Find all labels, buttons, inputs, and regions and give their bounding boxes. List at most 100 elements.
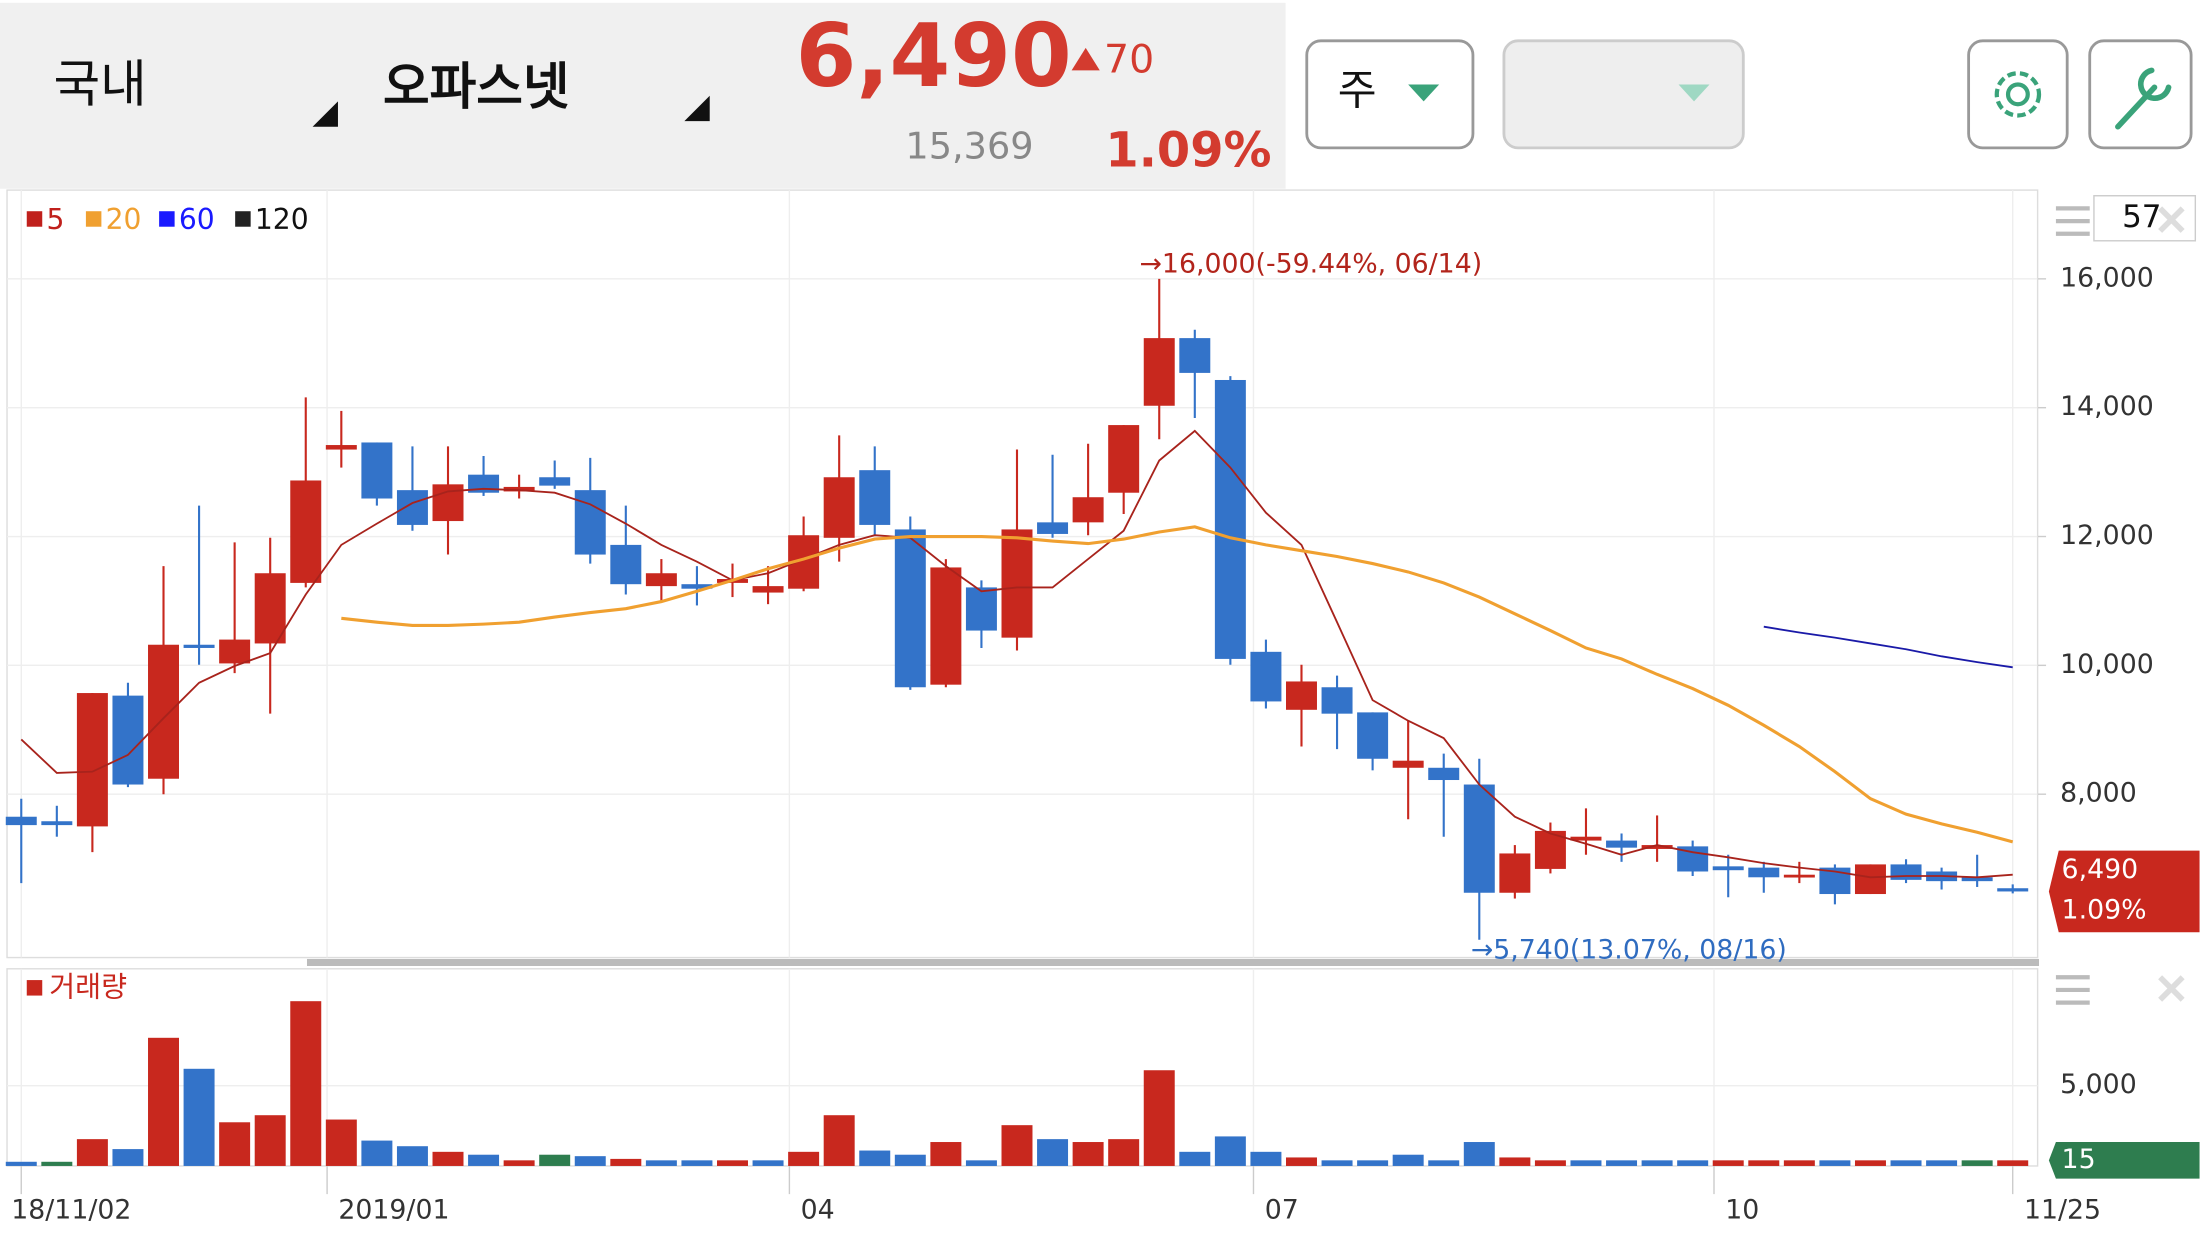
market[interactable]: 국내 [54,54,147,113]
volume-bar [1534,1160,1566,1166]
volume-bar [1570,1160,1602,1166]
volume-bar [1499,1157,1531,1166]
candle-body [5,816,37,826]
close-icon[interactable] [2158,206,2185,1002]
candle-body [965,587,997,631]
dropdown-caret[interactable] [1408,84,1440,102]
candle-body [148,644,180,779]
tools-button[interactable] [2088,39,2193,150]
volume-bar [396,1146,428,1166]
period[interactable]: 주 [1338,65,1377,114]
volume-pane [6,968,2039,1167]
period-dropdown[interactable] [1305,39,1475,150]
last-volume-label: 15 [2062,1144,2096,1175]
pane-splitter[interactable] [306,958,2040,966]
candle-body [1961,877,1993,882]
settings-button[interactable] [1967,39,2069,150]
volume-bar [894,1154,926,1166]
dropdown-caret[interactable] [1678,84,1710,102]
volume-bar [610,1158,642,1166]
volume-bar [1357,1160,1389,1166]
candle-body [574,490,606,555]
volume-bar [1748,1160,1780,1166]
candle-body [290,480,322,583]
legend-label: 5 [46,203,64,236]
volume-bar [1783,1160,1815,1166]
volume-bar [5,1161,37,1166]
candle-body [823,477,855,538]
volume-bar [1712,1160,1744,1166]
candle-body [610,544,642,585]
volume: 15,369 [905,124,1033,167]
legend-label: 60 [179,203,215,236]
volume-bar [1961,1160,1993,1166]
candle-body [1997,888,2029,892]
volume-bar [752,1160,784,1166]
legend-label: 120 [255,203,309,236]
dropdown-caret[interactable] [312,101,338,127]
dropdown[interactable] [1502,39,1745,150]
last-change-label: 1.09% [2062,895,2147,926]
volume-bar [76,1139,108,1166]
candle-body [76,693,108,827]
y-tick-label: 16,000 [2060,262,2154,293]
price: 6,490 [796,5,1072,107]
candle-body [859,470,891,525]
candle-body [1854,864,1886,895]
x-tick-label: 07 [1265,1195,1299,1226]
volume-bar [290,1001,322,1166]
volume-bar [681,1160,713,1166]
legend-swatch [26,980,43,996]
stock-name[interactable]: 오파스넷 [383,57,570,116]
volume-bar [1285,1157,1317,1166]
volume-bar [1392,1154,1424,1166]
volume-bar [41,1161,73,1166]
volume-bar [539,1154,571,1166]
count-box[interactable] [2093,195,2197,242]
wrench-icon[interactable] [2115,67,2172,130]
up-arrow [1071,47,1100,71]
gear-icon[interactable] [1994,71,2042,118]
candle-body [1570,836,1602,841]
candle-body [1357,712,1389,759]
candle-body [1250,651,1282,702]
volume-bar [1890,1160,1922,1166]
candle-body [1463,784,1495,893]
volume-bar [1926,1160,1958,1166]
legend-label: 20 [106,203,142,236]
x-tick-label: 18/11/02 [11,1195,131,1226]
volume-bar [183,1068,215,1166]
volume-bar [1179,1151,1211,1166]
last-price-label: 6,490 [2062,854,2139,885]
candle-body [930,567,962,685]
high-annotation: →16,000(-59.44%, 06/14) [1140,248,1483,279]
candle-body [112,695,144,785]
volume-bar [965,1160,997,1166]
candle-body [539,477,571,486]
change: 70 [1104,36,1154,82]
volume-bar [859,1150,891,1166]
legend-swatch [26,211,43,227]
candle-body [41,821,73,826]
volume-bar [1072,1142,1104,1166]
candle-body [503,486,535,492]
volume-bar [1677,1160,1709,1166]
candle-body [1641,845,1673,849]
volume-bar [112,1149,144,1166]
dropdown-caret[interactable] [684,95,710,122]
candle-body [1321,687,1353,714]
candle-body [1179,338,1211,373]
candle-body [1037,522,1069,534]
volume-bar [1854,1160,1886,1166]
candle-body [1748,867,1780,878]
candle-body [1783,874,1815,878]
volume-bar [219,1122,251,1166]
candle-body [1712,866,1744,871]
volume-bar [645,1160,677,1166]
ma-line [20,429,2013,879]
candle-body [254,573,286,644]
menu-icon[interactable] [2055,206,2090,1005]
volume-bar [788,1151,820,1166]
ma-line [341,525,2014,844]
